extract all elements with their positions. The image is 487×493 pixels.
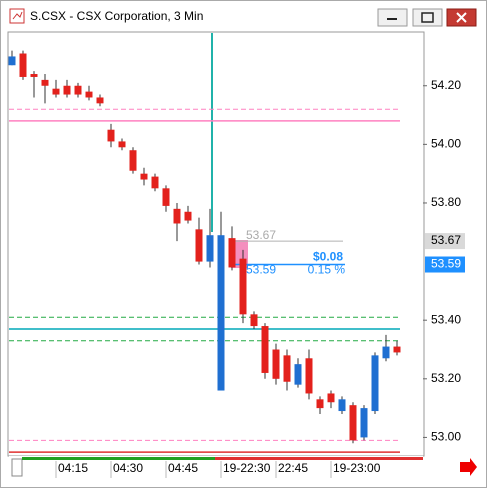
measure-start-label: 53.67: [246, 228, 276, 242]
maximize-glyph: [421, 12, 434, 23]
candle-body: [74, 85, 82, 95]
candle-body: [382, 346, 390, 359]
measure-change: $0.08: [313, 250, 343, 264]
candle-body: [30, 74, 38, 77]
candle-body: [195, 229, 203, 262]
candle-body: [140, 173, 148, 180]
candle-body: [85, 91, 93, 98]
app-icon: [9, 8, 25, 24]
x-tick-label: 04:30: [113, 461, 143, 475]
candle-body: [250, 314, 258, 327]
candle-body: [162, 188, 170, 206]
candle-body: [228, 238, 236, 268]
candle-body: [239, 258, 247, 315]
candle-body: [52, 88, 60, 95]
y-tick-label: 53.80: [431, 195, 461, 209]
candle-body: [305, 358, 313, 394]
y-tick-label: 54.20: [431, 78, 461, 92]
x-tick-label: 19-23:00: [333, 461, 381, 475]
candle-body: [261, 326, 269, 373]
maximize-button[interactable]: [412, 8, 443, 27]
plot-layer: 54.20 54.00 53.80 53.40 53.20 53.00 53.67 53.59…: [8, 50, 461, 453]
price-tag-label: 53.67: [431, 233, 461, 247]
price-tag-label: 53.59: [431, 257, 461, 271]
app-icon-glyph: [12, 11, 23, 20]
candle-body: [151, 176, 159, 189]
window-title: S.CSX - CSX Corporation, 3 Min: [30, 9, 203, 23]
plot-area: [7, 31, 425, 457]
x-tick-label: 19-22:30: [223, 461, 271, 475]
candle-body: [316, 399, 324, 409]
candle-body: [63, 85, 71, 95]
scroll-box[interactable]: [11, 458, 23, 477]
candle-body: [338, 399, 346, 412]
candle-body: [129, 150, 137, 171]
candle-body: [272, 349, 280, 379]
candle-body: [283, 355, 291, 382]
candle-body: [349, 405, 357, 441]
y-tick-label: 54.00: [431, 137, 461, 151]
price-tag: [425, 256, 465, 273]
candle-body: [360, 408, 368, 438]
candle-body: [118, 141, 126, 148]
candle-body: [96, 97, 104, 104]
y-tick-label: 53.20: [431, 371, 461, 385]
measure-percent: 0.15 %: [308, 263, 346, 277]
candle-body: [294, 364, 302, 385]
candle-body: [41, 79, 49, 86]
price-tag: [425, 233, 465, 250]
measure-end-label: 53.59: [246, 263, 276, 277]
candle-body: [19, 53, 27, 77]
candle-body: [327, 393, 335, 403]
candle-body: [8, 56, 16, 66]
x-tick-label: 04:15: [58, 461, 88, 475]
close-glyph: [456, 12, 467, 23]
candle-body: [371, 355, 379, 412]
x-tick-label: 04:45: [168, 461, 198, 475]
y-tick-label: 53.40: [431, 312, 461, 326]
candle-body: [217, 235, 225, 391]
candle-body: [107, 129, 115, 142]
scroll-right-arrow[interactable]: [460, 458, 477, 476]
candle-body: [206, 235, 214, 262]
x-tick-label: 22:45: [278, 461, 308, 475]
minimize-button[interactable]: [377, 8, 408, 27]
candle-body: [184, 211, 192, 221]
candle-body: [173, 208, 181, 224]
candle-body: [393, 346, 401, 353]
y-tick-label: 53.00: [431, 430, 461, 444]
